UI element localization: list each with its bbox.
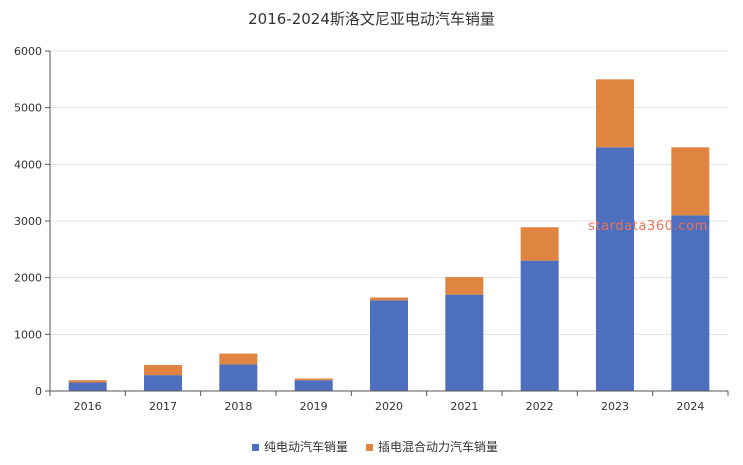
y-tick-label: 4000	[14, 158, 42, 171]
bars	[68, 79, 710, 391]
bar-2023-series-2	[596, 79, 634, 148]
bar-2017-series-1	[144, 375, 182, 391]
legend-swatch-series-1	[252, 444, 259, 451]
legend: 纯电动汽车销量 插电混合动力汽车销量	[252, 439, 498, 454]
bar-2022-series-2	[520, 227, 559, 261]
x-tick-label: 2017	[149, 400, 177, 413]
legend-label-series-1: 纯电动汽车销量	[264, 439, 348, 454]
y-tick-label: 6000	[14, 45, 42, 58]
bar-2024-series-2	[671, 147, 710, 216]
legend-label-series-2: 插电混合动力汽车销量	[378, 439, 498, 454]
x-tick-label: 2023	[601, 400, 629, 413]
bar-2020-series-2	[370, 297, 408, 301]
x-tick-label: 2022	[526, 400, 554, 413]
y-tick-label: 2000	[14, 272, 42, 285]
bar-2023-series-1	[596, 147, 634, 391]
x-tick-label: 2018	[224, 400, 252, 413]
y-tick-label: 3000	[14, 215, 42, 228]
x-tick-label: 2021	[450, 400, 478, 413]
bar-2022-series-1	[520, 260, 559, 391]
bar-2019-series-1	[294, 380, 333, 391]
bar-2021-series-2	[445, 277, 484, 295]
bar-2019-series-2	[294, 378, 333, 381]
x-tick-label: 2024	[676, 400, 704, 413]
bar-2016-series-2	[68, 380, 107, 383]
bar-2018-series-1	[219, 364, 258, 391]
legend-swatch-series-2	[366, 444, 373, 451]
y-tick-label: 1000	[14, 328, 42, 341]
bar-2018-series-2	[219, 353, 258, 365]
watermark-text: stardata360.com	[588, 219, 708, 234]
bar-2024-series-1	[671, 215, 710, 391]
y-tick-label: 0	[35, 385, 42, 398]
bar-2016-series-1	[68, 382, 107, 391]
chart-title: 2016-2024斯洛文尼亚电动汽车销量	[248, 10, 495, 28]
x-tick-label: 2020	[375, 400, 403, 413]
bar-2021-series-1	[445, 294, 484, 391]
bar-2017-series-2	[144, 364, 182, 376]
y-tick-label: 5000	[14, 102, 42, 115]
bar-2020-series-1	[370, 300, 408, 391]
x-tick-label: 2019	[300, 400, 328, 413]
x-tick-label: 2016	[74, 400, 102, 413]
axes: 0 1000 2000 3000 4000 5000 6000 2016 2017 2018 201…	[14, 45, 729, 413]
